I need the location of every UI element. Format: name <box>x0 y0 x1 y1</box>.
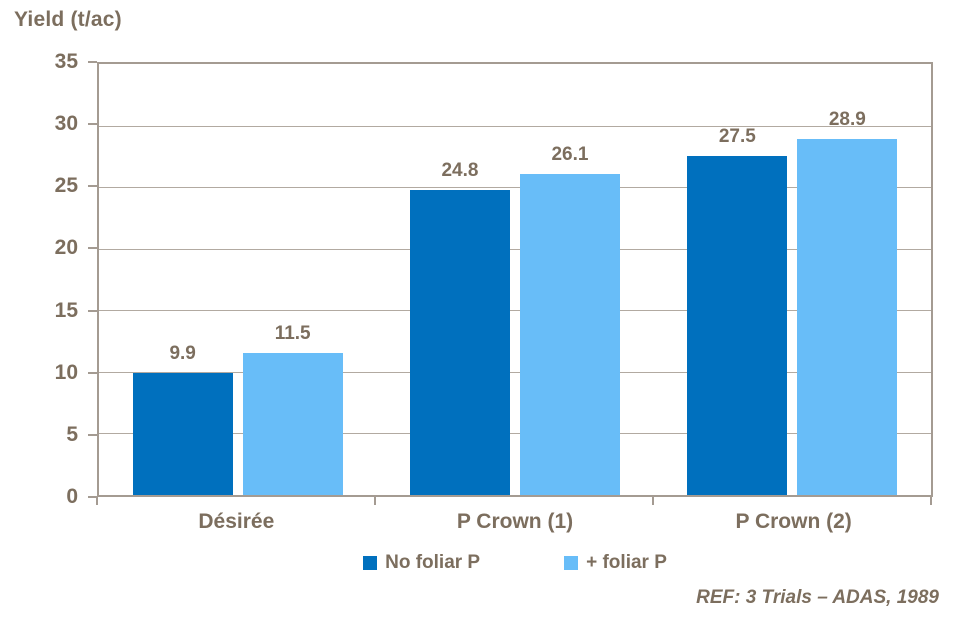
bar-fill <box>409 189 510 495</box>
gridline <box>99 433 931 435</box>
y-axis: 0 5 10 15 20 25 30 35 <box>0 51 97 508</box>
x-axis: Désirée P Crown (1) P Crown (2) <box>97 510 933 538</box>
y-axis-tick-label: 35 <box>54 50 78 73</box>
plot-area: 9.9 11.5 24.8 26.1 27.5 28.9 <box>97 62 933 497</box>
gridline <box>99 248 931 250</box>
legend-swatch-plus-foliar-p-icon <box>564 556 579 570</box>
bar-value-label: 27.5 <box>718 126 756 148</box>
y-axis-tick-label: 10 <box>54 360 78 384</box>
gridline <box>99 371 931 373</box>
legend-item-plus-foliar-p: + foliar P <box>564 552 667 574</box>
bar-value-label: 28.9 <box>828 109 866 131</box>
bar-value-label: 24.8 <box>441 159 479 181</box>
y-axis-tick-mark <box>88 185 97 188</box>
bar-plus-foliar-p: 26.1 <box>519 144 620 495</box>
x-axis-category-label: P Crown (2) <box>735 510 852 533</box>
legend-label-plus-foliar-p: + foliar P <box>586 552 667 573</box>
legend: No foliar P + foliar P <box>97 552 933 574</box>
y-axis-tick-mark <box>88 123 97 126</box>
y-axis-tick-mark <box>88 309 97 312</box>
bar-value-label: 26.1 <box>551 143 589 165</box>
y-axis-tick-label: 5 <box>66 422 78 446</box>
bar-value-label: 9.9 <box>169 343 196 365</box>
reference-note: REF: 3 Trials – ADAS, 1989 <box>696 587 939 608</box>
bar-fill <box>797 139 898 495</box>
bar-fill <box>519 173 620 495</box>
bar-group: 9.9 11.5 <box>99 64 376 495</box>
x-axis-tick-mark <box>652 497 654 505</box>
y-axis-tick-mark <box>88 61 97 63</box>
x-axis-tick-mark <box>374 497 376 505</box>
legend-label-no-foliar-p: No foliar P <box>385 552 481 573</box>
y-axis-tick-label: 30 <box>54 112 78 136</box>
legend-item-no-foliar-p: No foliar P <box>363 552 480 574</box>
y-axis-tick-label: 15 <box>54 298 78 322</box>
bar-plus-foliar-p: 28.9 <box>797 109 898 495</box>
y-axis-tick-mark <box>88 496 97 498</box>
gridline <box>99 187 931 189</box>
bar-no-foliar-p: 9.9 <box>132 343 233 495</box>
bar-no-foliar-p: 24.8 <box>409 160 510 495</box>
y-axis-tick-label: 25 <box>54 174 78 198</box>
bar-group: 27.5 28.9 <box>654 64 931 495</box>
bar-fill <box>687 156 788 495</box>
y-axis-tick-label: 20 <box>54 236 78 260</box>
y-axis-tick-mark <box>88 247 97 250</box>
bar-value-label: 11.5 <box>274 323 311 345</box>
legend-swatch-no-foliar-p-icon <box>363 556 378 570</box>
bar-fill <box>242 353 343 495</box>
x-axis-category-label: P Crown (1) <box>456 510 574 533</box>
bar-fill <box>132 373 233 495</box>
x-axis-tick-mark <box>96 497 98 505</box>
y-axis-tick-label: 0 <box>66 485 78 508</box>
gridline <box>99 125 931 127</box>
chart-title: Yield (t/ac) <box>14 8 122 31</box>
bar-plus-foliar-p: 11.5 <box>242 323 343 495</box>
y-axis-tick-mark <box>88 433 97 436</box>
bar-group: 24.8 26.1 <box>376 64 653 495</box>
x-axis-category-label: Désirée <box>198 510 275 533</box>
x-axis-tick-mark <box>930 497 932 505</box>
gridline <box>99 310 931 312</box>
y-axis-tick-mark <box>88 371 97 374</box>
bar-no-foliar-p: 27.5 <box>687 126 788 495</box>
